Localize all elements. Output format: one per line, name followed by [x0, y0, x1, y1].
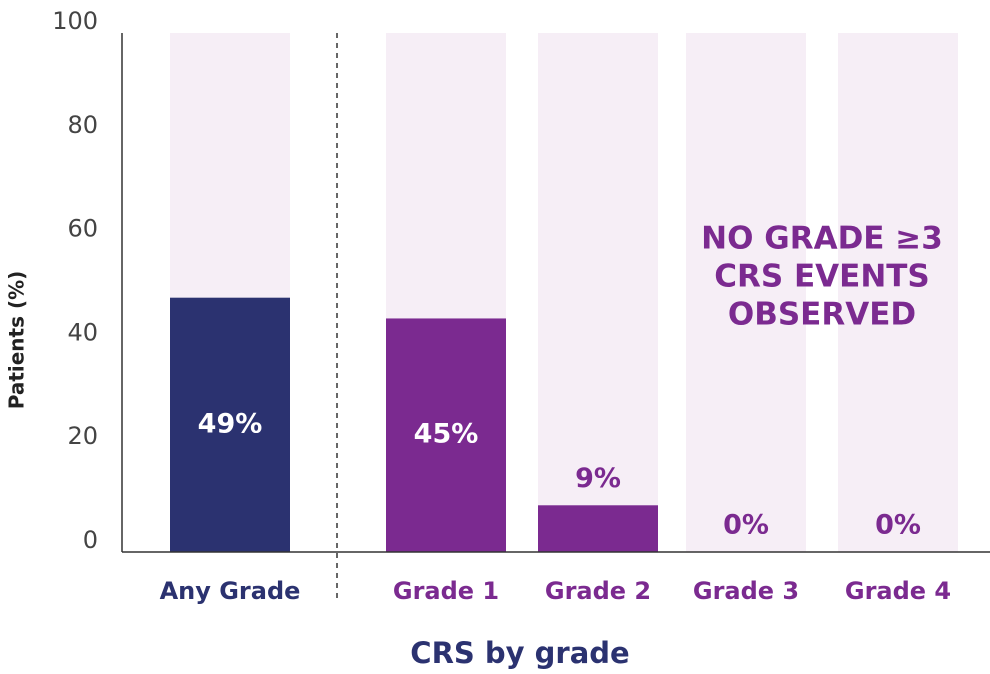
- bar-background: [838, 33, 958, 552]
- x-axis-label: CRS by grade: [410, 636, 629, 670]
- x-tick-label: Grade 1: [393, 577, 499, 605]
- annotation: OBSERVED: [728, 297, 916, 333]
- bar: [386, 318, 506, 552]
- y-axis-label: Patients (%): [5, 271, 29, 410]
- value-label: 45%: [414, 419, 479, 450]
- value-label: 9%: [575, 463, 621, 494]
- annotation: NO GRADE ≥3: [701, 221, 943, 257]
- y-tick-label: 80: [67, 111, 98, 139]
- bar-background: [538, 33, 658, 552]
- value-label: 0%: [723, 510, 769, 541]
- y-tick-label: 40: [67, 318, 98, 346]
- y-tick-label: 0: [83, 526, 98, 554]
- x-tick-label: Grade 2: [545, 577, 651, 605]
- annotation: CRS EVENTS: [714, 259, 930, 295]
- bar-background: [686, 33, 806, 552]
- x-tick-label: Any Grade: [160, 577, 301, 605]
- bar: [170, 297, 290, 552]
- value-label: 0%: [875, 510, 921, 541]
- bar: [538, 505, 658, 552]
- y-tick-label: 20: [67, 422, 98, 450]
- x-tick-label: Grade 3: [693, 577, 799, 605]
- value-label: 49%: [198, 408, 263, 439]
- y-tick-label: 60: [67, 215, 98, 243]
- y-tick-label: 100: [52, 7, 98, 35]
- x-tick-label: Grade 4: [845, 577, 951, 605]
